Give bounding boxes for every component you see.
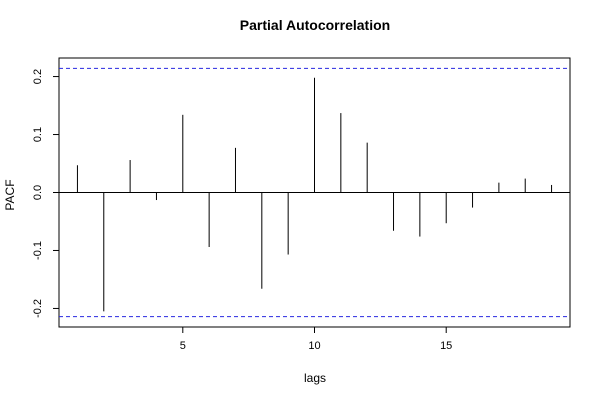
y-axis-label: PACF <box>3 179 17 210</box>
y-axis: -0.2 -0.1 0.0 0.1 0.2 <box>32 69 59 318</box>
x-axis-label: lags <box>304 371 326 385</box>
x-tick-label: 5 <box>180 340 186 352</box>
y-tick-label: 0.2 <box>32 69 44 84</box>
chart-title: Partial Autocorrelation <box>240 17 390 33</box>
confidence-bounds-group <box>59 67 570 318</box>
pacf-spikes-group <box>76 77 553 312</box>
x-tick-label: 15 <box>440 340 452 352</box>
x-axis: 5 10 15 <box>180 327 452 352</box>
y-tick-label: 0.1 <box>32 127 44 142</box>
y-tick-label: 0.0 <box>32 185 44 200</box>
y-tick-label: -0.1 <box>32 241 44 260</box>
x-tick-label: 10 <box>308 340 320 352</box>
y-tick-label: -0.2 <box>32 299 44 318</box>
